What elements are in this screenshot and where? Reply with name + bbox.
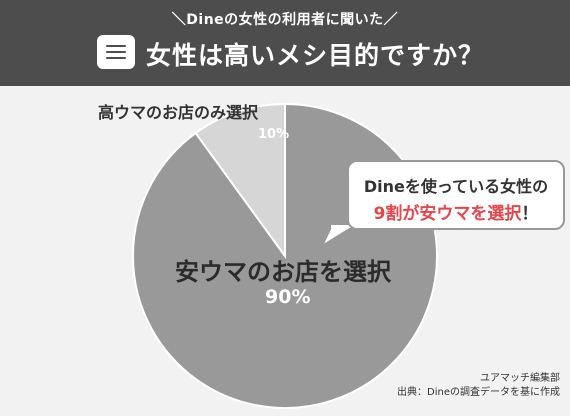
credit-editor: ユアマッチ編集部 [480,373,560,384]
callout-tail [322,225,358,247]
callout-line2: 9割が安ウマを選択！ [349,199,563,224]
callout-box: Dineを使っている女性の 9割が安ウマを選択！ [347,160,565,230]
menu-line [106,45,126,47]
pie-slice-1 [194,102,286,260]
slice-label-high-umami: 高ウマのお店のみ選択 [98,103,259,122]
menu-line [106,57,126,59]
credits: ユアマッチ編集部 出典：Dineの調査データを基に作成 [397,372,560,400]
credit-source: 出典：Dineの調査データを基に作成 [397,387,560,398]
slice-percent-cheap-umami: 90% [265,286,311,308]
header-subtitle: ＼Dineの女性の利用者に聞いた／ [171,12,399,28]
hamburger-menu-icon[interactable] [97,35,135,69]
page-title: 女性は高いメシ目的ですか？ [146,41,485,70]
slice-label-cheap-umami: 安ウマのお店を選択 [175,258,391,286]
callout-line1: Dineを使っている女性の [363,177,549,196]
header-banner: ＼Dineの女性の利用者に聞いた／ 女性は高いメシ目的ですか？ [0,0,570,86]
slice-percent-high-umami: 10% [258,127,290,142]
callout-highlight: 9割が安ウマを選択 [373,204,522,224]
menu-line [106,51,126,53]
callout-exclaim: ！ [521,204,539,224]
